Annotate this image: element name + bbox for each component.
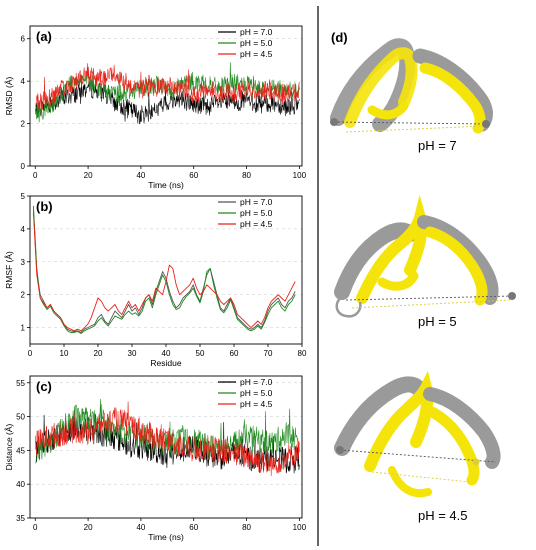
series-line-2 — [32, 212, 296, 332]
structure-ph5: pH = 5 — [334, 194, 516, 329]
y-tick-label: 4 — [21, 225, 26, 234]
x-tick-label: 0 — [33, 523, 38, 532]
legend-entry: pH = 7.0 — [240, 377, 273, 387]
panel-label: (a) — [36, 29, 52, 44]
plot-frame — [29, 375, 303, 519]
legend-entry: pH = 7.0 — [240, 27, 273, 37]
chart-panel-0: 0 20 40 60 80 100 0 2 4 6 Time (ns) RMSD (Å) (a) pH =… — [4, 25, 307, 190]
series-line-1 — [32, 205, 296, 334]
helix-reference — [423, 387, 501, 469]
legend-entry: pH = 4.5 — [240, 219, 273, 229]
panel-label: (c) — [36, 379, 52, 394]
helix-variant — [356, 194, 428, 304]
distance-line — [345, 125, 485, 133]
legend-entry: pH = 5.0 — [240, 388, 273, 398]
helix-reference — [334, 222, 418, 300]
legend-entry: pH = 4.5 — [240, 49, 273, 59]
structure-ph7: pH = 7 — [330, 38, 493, 153]
x-axis-label: Time (ns) — [148, 532, 184, 542]
x-tick-label: 0 — [28, 349, 33, 358]
helix-variant — [422, 404, 480, 486]
x-tick-label: 40 — [136, 523, 145, 532]
terminal-atom — [336, 446, 344, 454]
structure-panel: (d) pH = 7 pH = 5 — [330, 30, 516, 523]
x-tick-label: 100 — [293, 523, 307, 532]
x-tick-label: 80 — [242, 171, 251, 180]
y-axis-label: RMSF (Å) — [4, 251, 14, 289]
legend-entry: pH = 7.0 — [240, 197, 273, 207]
y-tick-label: 50 — [16, 413, 25, 422]
y-tick-label: 1 — [21, 324, 26, 333]
x-tick-label: 60 — [189, 171, 198, 180]
helix-variant — [424, 226, 488, 306]
x-tick-label: 30 — [128, 349, 137, 358]
series-line-0 — [35, 78, 300, 125]
series-line-2 — [35, 64, 300, 110]
y-tick-label: 40 — [16, 480, 25, 489]
x-tick-label: 100 — [293, 171, 307, 180]
terminal-atom — [508, 292, 516, 300]
plot-frame — [29, 25, 303, 167]
x-tick-label: 80 — [298, 349, 307, 358]
y-tick-label: 35 — [16, 514, 25, 523]
y-tick-label: 55 — [16, 379, 25, 388]
distance-line — [333, 121, 487, 125]
structure-ph45: pH = 4.5 — [334, 370, 501, 523]
x-axis-label: Residue — [150, 358, 181, 368]
series-line-0 — [32, 209, 296, 333]
helix-variant — [388, 466, 432, 498]
x-tick-label: 50 — [196, 349, 205, 358]
legend-entry: pH = 5.0 — [240, 208, 273, 218]
distance-line — [371, 471, 471, 483]
terminal-atom — [482, 120, 490, 128]
x-tick-label: 20 — [94, 349, 103, 358]
y-tick-label: 2 — [21, 120, 26, 129]
structure-panel-label: (d) — [331, 30, 348, 45]
x-tick-label: 60 — [230, 349, 239, 358]
y-tick-label: 4 — [21, 77, 26, 86]
chart-panel-2: 0 20 40 60 80 100 35 40 45 50 55 Time (ns) Distance … — [4, 375, 307, 542]
y-tick-label: 3 — [21, 258, 26, 267]
y-tick-label: 6 — [21, 35, 26, 44]
terminal-atom — [472, 458, 480, 466]
legend-entry: pH = 4.5 — [240, 399, 273, 409]
y-axis-label: Distance (Å) — [4, 423, 14, 470]
chart-panel-1: 0 10 20 30 40 50 60 70 80 1 2 3 4 5 Residue RMSF (Å) (b)… — [4, 192, 307, 368]
x-axis-label: Time (ns) — [148, 180, 184, 190]
structure-label: pH = 4.5 — [418, 508, 468, 523]
x-tick-label: 40 — [136, 171, 145, 180]
structure-label: pH = 7 — [418, 138, 457, 153]
helix-reference — [334, 376, 426, 456]
x-tick-label: 60 — [189, 523, 198, 532]
y-tick-label: 45 — [16, 446, 25, 455]
panel-label: (b) — [36, 199, 53, 214]
y-axis-label: RMSD (Å) — [4, 76, 14, 115]
x-tick-label: 70 — [264, 349, 273, 358]
helix-variant — [344, 47, 418, 128]
x-tick-label: 20 — [84, 523, 93, 532]
y-tick-label: 2 — [21, 291, 26, 300]
x-tick-label: 0 — [33, 171, 38, 180]
x-tick-label: 80 — [242, 523, 251, 532]
x-tick-label: 40 — [162, 349, 171, 358]
loop-reference — [335, 294, 362, 318]
helix-variant — [419, 62, 486, 134]
structure-label: pH = 5 — [418, 314, 457, 329]
terminal-atom — [330, 118, 338, 126]
series-line-2 — [35, 401, 300, 477]
helix-variant — [367, 101, 409, 120]
x-tick-label: 10 — [60, 349, 69, 358]
y-tick-label: 0 — [21, 162, 26, 171]
helix-reference — [417, 215, 499, 305]
legend-entry: pH = 5.0 — [240, 38, 273, 48]
y-tick-label: 5 — [21, 192, 26, 201]
helix-variant — [377, 271, 419, 291]
x-tick-label: 20 — [84, 171, 93, 180]
helix-reference — [412, 48, 493, 132]
